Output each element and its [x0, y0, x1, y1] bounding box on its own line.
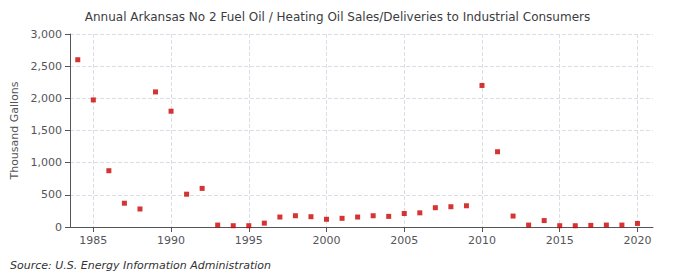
svg-text:2015: 2015 — [546, 234, 574, 247]
svg-text:0: 0 — [55, 221, 62, 234]
svg-text:1,000: 1,000 — [31, 156, 63, 169]
svg-text:2010: 2010 — [468, 234, 496, 247]
svg-text:1,500: 1,500 — [31, 124, 63, 137]
svg-text:2000: 2000 — [313, 234, 341, 247]
svg-text:2020: 2020 — [623, 234, 651, 247]
svg-text:Annual Arkansas No 2 Fuel Oil: Annual Arkansas No 2 Fuel Oil / Heating … — [85, 10, 590, 24]
svg-text:2,500: 2,500 — [31, 60, 63, 73]
svg-text:3,000: 3,000 — [31, 28, 63, 41]
svg-text:1995: 1995 — [235, 234, 263, 247]
svg-text:Thousand Gallons: Thousand Gallons — [8, 81, 21, 180]
svg-text:1985: 1985 — [79, 234, 107, 247]
svg-text:500: 500 — [41, 188, 62, 201]
svg-text:1990: 1990 — [157, 234, 185, 247]
svg-text:Source: U.S. Energy Informatio: Source: U.S. Energy Information Administ… — [10, 259, 271, 272]
svg-text:2,000: 2,000 — [31, 92, 63, 105]
svg-text:2005: 2005 — [390, 234, 418, 247]
